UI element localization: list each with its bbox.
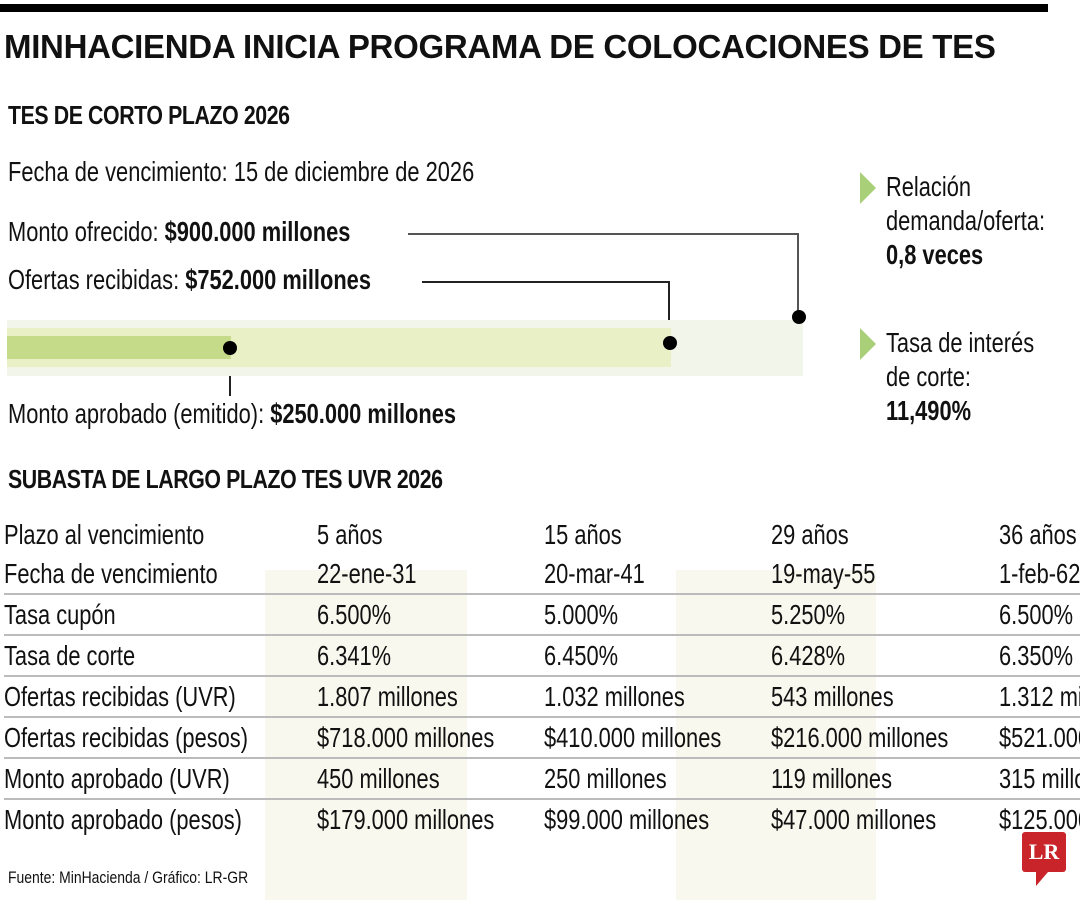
rate-value: 11,490% xyxy=(886,395,972,426)
received-connector-h xyxy=(422,281,670,283)
approved-line: Monto aprobado (emitido): $250.000 millo… xyxy=(8,398,456,430)
table-row: Fecha de vencimiento 22-ene-31 20-mar-41… xyxy=(4,554,1080,594)
offered-connector-v xyxy=(797,233,799,317)
received-connector-v xyxy=(668,281,670,343)
rate-label-1: Tasa de interés xyxy=(886,327,1035,358)
row-label: Monto aprobado (pesos) xyxy=(4,803,242,835)
row-label: Monto aprobado (UVR) xyxy=(4,762,230,794)
cell: $47.000 millones xyxy=(771,803,937,835)
maturity-label: Fecha de vencimiento: xyxy=(8,156,228,187)
cell: 6.500% xyxy=(998,598,1073,630)
offered-line: Monto ofrecido: $900.000 millones xyxy=(8,216,350,248)
cell: 1.807 millones xyxy=(316,680,458,712)
triangle-icon xyxy=(860,172,876,204)
cell: 543 millones xyxy=(771,680,894,712)
offered-marker xyxy=(792,310,806,324)
cell: 22-ene-31 xyxy=(316,557,417,589)
received-marker xyxy=(663,336,677,350)
received-value: $752.000 millones xyxy=(185,264,371,295)
cell: 19-may-55 xyxy=(771,557,876,589)
cell: $99.000 millones xyxy=(544,803,710,835)
cell: 5.250% xyxy=(771,598,846,630)
column-header: 36 años xyxy=(998,518,1077,550)
table-row: Ofertas recibidas (UVR) 1.807 millones 1… xyxy=(4,675,1080,717)
lr-logo: LR xyxy=(1022,832,1066,886)
cell: $718.000 millones xyxy=(316,721,495,753)
ratio-label-1: Relación xyxy=(886,171,971,202)
maturity-value: 15 de diciembre de 2026 xyxy=(233,156,475,187)
cell: 20-mar-41 xyxy=(544,557,645,589)
row-label: Tasa cupón xyxy=(4,598,116,630)
table-row: Tasa de corte 6.341% 6.450% 6.428% 6.350… xyxy=(4,634,1080,676)
source-note: Fuente: MinHacienda / Gráfico: LR-GR xyxy=(8,868,249,887)
table-row: Monto aprobado (UVR) 450 millones 250 mi… xyxy=(4,757,1080,799)
cell: $125.000 millones xyxy=(998,803,1080,835)
cell: 6.450% xyxy=(544,639,619,671)
table-header-row: Plazo al vencimiento 5 años 15 años 29 a… xyxy=(4,515,1080,554)
column-header: 15 años xyxy=(544,518,622,550)
table-row: Tasa cupón 6.500% 5.000% 5.250% 6.500% xyxy=(4,593,1080,635)
short-term-heading: TES DE CORTO PLAZO 2026 xyxy=(8,100,290,130)
cell: 6.500% xyxy=(316,598,391,630)
cell: 450 millones xyxy=(316,762,440,794)
received-label: Ofertas recibidas: xyxy=(8,264,180,295)
column-header: Plazo al vencimiento xyxy=(4,518,205,550)
table-row: Monto aprobado (pesos) $179.000 millones… xyxy=(4,798,1080,839)
triangle-icon xyxy=(860,328,876,360)
ratio-label-2: demanda/oferta: xyxy=(886,205,1046,236)
page-title: MINHACIENDA INICIA PROGRAMA DE COLOCACIO… xyxy=(4,28,996,65)
rate-label-2: de corte: xyxy=(886,361,971,392)
bar-approved xyxy=(7,336,231,359)
row-label: Tasa de corte xyxy=(4,639,136,671)
offered-label: Monto ofrecido: xyxy=(8,216,159,247)
maturity-line: Fecha de vencimiento: 15 de diciembre de… xyxy=(8,156,474,188)
cell: 5.000% xyxy=(544,598,619,630)
received-line: Ofertas recibidas: $752.000 millones xyxy=(8,264,371,296)
cell: 6.350% xyxy=(998,639,1073,671)
cell: 1.312 millones xyxy=(998,680,1080,712)
cell: $521.000 millones xyxy=(998,721,1080,753)
row-label: Ofertas recibidas (UVR) xyxy=(4,680,236,712)
cell: 6.428% xyxy=(771,639,846,671)
long-term-table: Plazo al vencimiento 5 años 15 años 29 a… xyxy=(4,515,1080,839)
top-rule xyxy=(0,4,1048,12)
column-header: 5 años xyxy=(316,518,383,550)
long-term-heading: SUBASTA DE LARGO PLAZO TES UVR 2026 xyxy=(8,464,443,494)
cell: $179.000 millones xyxy=(316,803,495,835)
cell: 1.032 millones xyxy=(544,680,685,712)
approved-marker xyxy=(223,341,237,355)
table-row: Ofertas recibidas (pesos) $718.000 millo… xyxy=(4,716,1080,758)
approved-label: Monto aprobado (emitido): xyxy=(8,398,265,429)
cell: 250 millones xyxy=(544,762,667,794)
ratio-value: 0,8 veces xyxy=(886,239,984,270)
cell: $410.000 millones xyxy=(544,721,722,753)
offered-value: $900.000 millones xyxy=(164,216,351,247)
cell: 1-feb-62 xyxy=(998,557,1080,589)
cell: $216.000 millones xyxy=(771,721,949,753)
row-label: Fecha de vencimiento xyxy=(4,557,218,589)
cell: 6.341% xyxy=(316,639,391,671)
cell: 119 millones xyxy=(771,762,893,794)
offered-connector-h xyxy=(408,233,799,235)
row-label: Ofertas recibidas (pesos) xyxy=(4,721,248,753)
cell: 315 millones xyxy=(998,762,1080,794)
column-header: 29 años xyxy=(771,518,850,550)
approved-value: $250.000 millones xyxy=(270,398,456,429)
